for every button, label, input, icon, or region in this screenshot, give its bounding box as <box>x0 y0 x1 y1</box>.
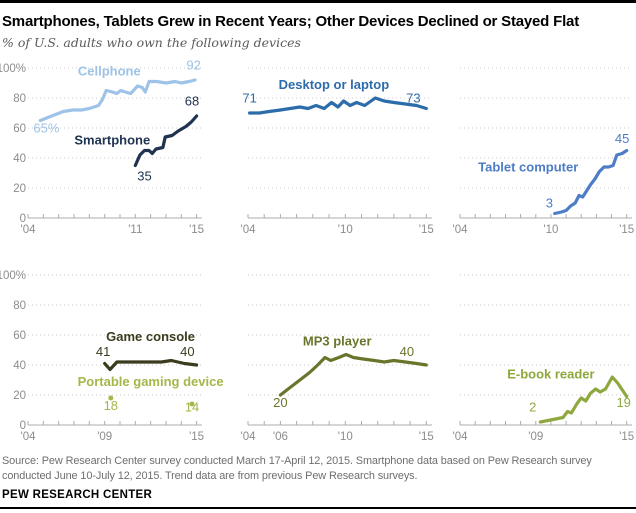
svg-text:'04: '04 <box>21 431 37 443</box>
svg-text:'10: '10 <box>543 224 558 236</box>
svg-text:20: 20 <box>13 390 26 402</box>
svg-text:65%: 65% <box>33 121 59 136</box>
svg-text:71: 71 <box>242 91 256 106</box>
svg-text:'15: '15 <box>419 224 434 236</box>
svg-text:'09: '09 <box>97 431 112 443</box>
chart-panel-tablet-computer: '04 '10 '15 Tablet computer 3 45 <box>453 67 634 236</box>
svg-text:'04: '04 <box>453 224 469 236</box>
svg-text:Desktop or laptop: Desktop or laptop <box>279 77 390 92</box>
svg-text:100%: 100% <box>0 63 26 75</box>
svg-text:'04: '04 <box>241 224 257 236</box>
svg-text:19: 19 <box>616 395 630 410</box>
svg-text:3: 3 <box>546 196 553 211</box>
svg-text:Tablet computer: Tablet computer <box>478 160 578 175</box>
svg-text:18: 18 <box>104 398 118 413</box>
chart-panel-mp3-player: '04 '06 '10 '15 MP3 player 20 40 <box>241 274 434 443</box>
svg-text:'15: '15 <box>419 431 434 443</box>
svg-text:80: 80 <box>13 93 26 105</box>
svg-text:MP3 player: MP3 player <box>303 334 372 349</box>
svg-text:0: 0 <box>20 420 26 432</box>
chart-panel-desktop-laptop: '04 '10 '15 Desktop or laptop 71 73 <box>241 67 434 236</box>
svg-text:Smartphone: Smartphone <box>74 133 150 148</box>
svg-text:35: 35 <box>137 169 151 184</box>
svg-text:'10: '10 <box>338 431 353 443</box>
svg-text:45: 45 <box>615 131 629 146</box>
svg-text:Portable gaming device: Portable gaming device <box>78 374 224 389</box>
svg-text:'10: '10 <box>338 224 353 236</box>
chart-row-top: '04 '11 '15 100% 80 60 40 20 0 Cellphone 65% 92 Smar… <box>0 54 636 238</box>
svg-text:'15: '15 <box>189 224 204 236</box>
svg-text:40: 40 <box>400 344 414 359</box>
svg-text:Cellphone: Cellphone <box>78 64 141 79</box>
svg-text:60: 60 <box>13 123 26 135</box>
svg-text:'04: '04 <box>21 224 37 236</box>
svg-text:2: 2 <box>529 400 536 415</box>
svg-text:Game console: Game console <box>106 329 195 344</box>
svg-text:40: 40 <box>180 344 194 359</box>
brand-pew-research-center: PEW RESEARCH CENTER <box>2 489 153 501</box>
svg-text:20: 20 <box>13 183 26 195</box>
svg-text:'09: '09 <box>528 431 543 443</box>
svg-text:'04: '04 <box>453 431 469 443</box>
svg-text:'15: '15 <box>619 224 634 236</box>
svg-text:100%: 100% <box>0 270 26 282</box>
svg-text:'15: '15 <box>189 431 204 443</box>
svg-text:68: 68 <box>185 94 199 109</box>
svg-text:40: 40 <box>13 360 26 372</box>
svg-text:73: 73 <box>406 91 420 106</box>
source-note: Source: Pew Research Center survey condu… <box>2 455 592 482</box>
svg-text:20: 20 <box>273 395 287 410</box>
svg-text:80: 80 <box>13 300 26 312</box>
svg-text:92: 92 <box>186 58 200 73</box>
top-black-bar <box>0 0 636 3</box>
svg-text:41: 41 <box>96 344 110 359</box>
page-subtitle: % of U.S. adults who own the following d… <box>2 35 301 50</box>
svg-text:60: 60 <box>13 330 26 342</box>
svg-text:0: 0 <box>20 213 26 225</box>
chart-grid: '04'11'15100%806040200Cellphone65%92Smar… <box>0 54 636 445</box>
svg-text:E-book reader: E-book reader <box>507 367 594 382</box>
page-title: Smartphones, Tablets Grew in Recent Year… <box>2 13 579 30</box>
svg-text:40: 40 <box>13 153 26 165</box>
svg-text:14: 14 <box>185 400 199 415</box>
chart-panel-cellphone-smartphone: '04 '11 '15 100% 80 60 40 20 0 Cellphone 65% 92 Smar… <box>0 58 204 237</box>
bottom-black-rule <box>0 507 636 509</box>
svg-text:'04: '04 <box>241 431 257 443</box>
svg-text:'15: '15 <box>619 431 634 443</box>
svg-text:'11: '11 <box>128 224 142 236</box>
svg-text:'06: '06 <box>273 431 288 443</box>
chart-panel-ebook-reader: '04 '09 '15 E-book reader 2 19 <box>453 274 634 443</box>
